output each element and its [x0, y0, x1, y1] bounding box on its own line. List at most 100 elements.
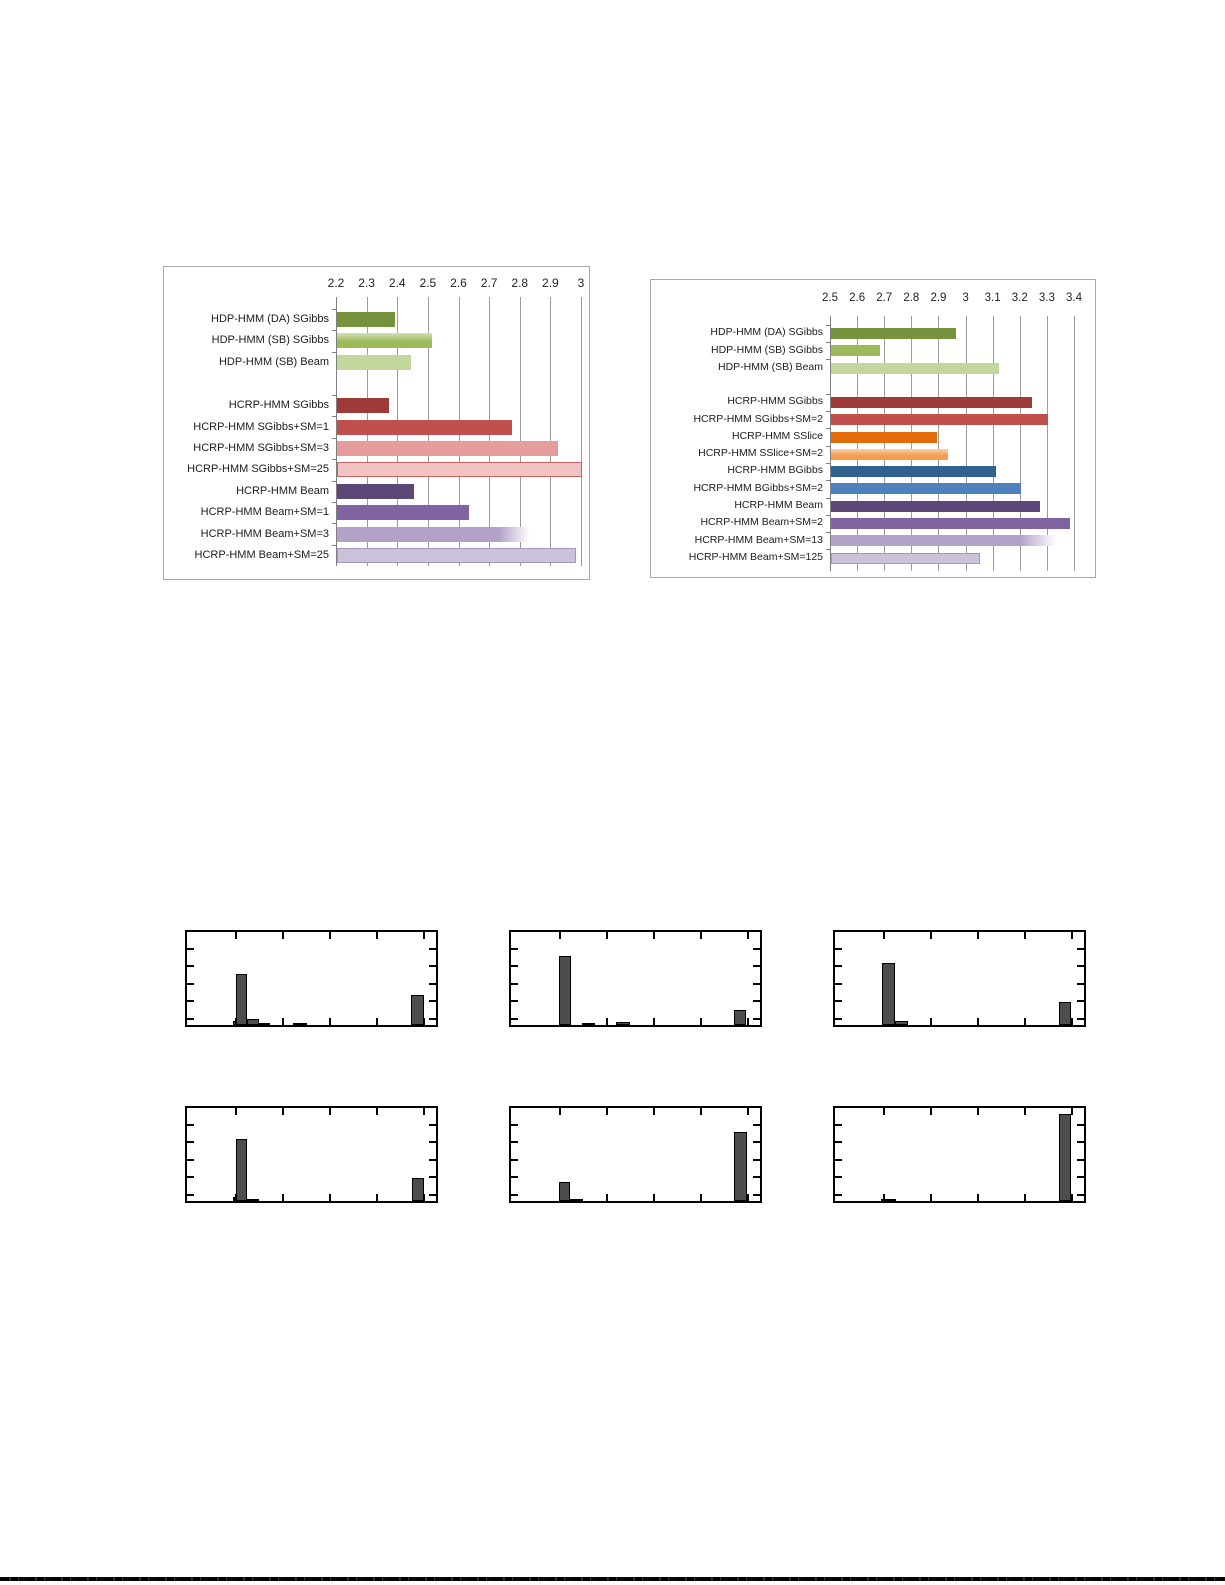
axis-tick-label: 2.7 — [876, 292, 893, 304]
x-axis-tick — [977, 1108, 980, 1115]
y-axis-row-tick — [332, 502, 336, 503]
y-axis-tick — [753, 948, 760, 951]
y-axis-tick — [1077, 982, 1084, 985]
histogram-bar — [293, 1023, 308, 1025]
y-axis-tick — [187, 948, 194, 951]
axis-tick-label: 3.4 — [1066, 292, 1082, 304]
gridline — [519, 297, 521, 566]
y-axis-row-tick — [332, 523, 336, 525]
category-label: HDP-HMM (SB) SGibbs — [710, 343, 823, 356]
perplexity-bar-chart-right: 2.5 2.6 2.7 2.8 2.9 3 3.1 3.2 3.3 3.4 HDP-HMM (DA)… — [650, 279, 1096, 578]
y-axis-tick — [429, 948, 436, 951]
y-axis-tick — [187, 1017, 194, 1020]
y-axis-tick — [835, 982, 842, 985]
category-label: HCRP-HMM BGibbs+SM=2 — [693, 481, 823, 494]
y-axis-row-tick — [826, 532, 830, 534]
axis-tick-label: 2.3 — [358, 276, 375, 290]
x-axis-tick — [700, 1018, 703, 1025]
x-axis-tick — [234, 1108, 237, 1115]
histogram-bar — [247, 1019, 259, 1025]
histogram-bar — [236, 974, 248, 1025]
histogram-bar — [233, 1197, 236, 1201]
y-axis-tick — [511, 1124, 518, 1127]
bar — [337, 548, 576, 563]
x-axis-tick — [1071, 932, 1074, 939]
y-axis-row-tick — [826, 480, 830, 482]
y-axis-tick — [753, 1000, 760, 1003]
gridline — [911, 316, 913, 571]
histogram-bar — [894, 1021, 908, 1025]
y-axis-tick — [429, 965, 436, 968]
y-axis-tick — [1077, 965, 1084, 968]
category-label: HCRP-HMM Beam — [734, 499, 823, 512]
y-axis-row-tick — [332, 437, 336, 439]
bar — [831, 535, 1057, 547]
histogram-bottom-middle — [509, 1106, 762, 1203]
y-axis-tick — [429, 1176, 436, 1179]
histogram-bar — [881, 962, 895, 1025]
x-axis-tick — [558, 1108, 561, 1115]
category-label: HDP-HMM (SB) SGibbs — [211, 334, 329, 347]
gridline — [1046, 316, 1048, 571]
y-axis-tick — [753, 982, 760, 985]
bar — [831, 362, 1000, 374]
category-label: HCRP-HMM Beam+SM=2 — [700, 516, 823, 529]
axis-tick-label: 2.2 — [327, 276, 345, 290]
category-label: HCRP-HMM Beam+SM=1 — [200, 506, 329, 519]
category-label: HCRP-HMM SSlice+SM=2 — [698, 447, 823, 460]
x-axis-tick — [281, 1108, 284, 1115]
page-bottom-rule — [0, 1577, 1225, 1581]
x-axis-tick — [423, 1108, 426, 1115]
y-axis-tick — [835, 948, 842, 951]
x-axis-tick — [1024, 1194, 1027, 1201]
x-axis-tick — [376, 1194, 379, 1201]
histogram-bar — [734, 1010, 747, 1025]
x-axis-tick — [281, 1194, 284, 1201]
y-axis-tick — [1077, 948, 1084, 951]
histogram-bar — [410, 995, 424, 1025]
bar — [831, 328, 956, 339]
axis-tick-label: 2.6 — [450, 276, 467, 290]
bar — [831, 431, 937, 443]
x-axis-tick — [1024, 932, 1027, 939]
x-axis-tick — [977, 1018, 980, 1025]
y-axis-tick — [429, 1124, 436, 1127]
y-axis-row-tick — [826, 445, 830, 447]
bar — [831, 518, 1070, 529]
y-axis-tick — [835, 1017, 842, 1020]
x-axis-tick — [1024, 1108, 1027, 1115]
axis-tick-label: 2.5 — [419, 276, 437, 290]
y-axis-tick — [1077, 1000, 1084, 1003]
y-axis-tick — [511, 982, 518, 985]
x-axis-tick — [653, 1018, 656, 1025]
y-axis-tick — [187, 1176, 194, 1179]
y-axis-tick — [753, 1017, 760, 1020]
y-axis-row-tick — [826, 359, 830, 361]
x-axis-tick — [700, 1108, 703, 1115]
bar — [831, 448, 948, 460]
axis-tick-label: 2.8 — [903, 292, 920, 304]
x-axis-tick — [929, 1108, 932, 1115]
y-axis-tick — [753, 1176, 760, 1179]
y-axis-tick — [511, 965, 518, 968]
x-axis-tick — [747, 1018, 750, 1025]
y-axis-row-tick — [826, 497, 830, 499]
x-axis-tick — [700, 1194, 703, 1201]
y-axis-row-tick — [826, 393, 830, 395]
bar — [337, 483, 414, 499]
histogram-bar — [616, 1021, 631, 1025]
histogram-bar — [1059, 1001, 1072, 1025]
histogram-bar — [233, 1020, 236, 1025]
category-label: HCRP-HMM SGibbs+SM=1 — [193, 420, 329, 433]
histogram-bar — [582, 1023, 595, 1025]
y-axis-tick — [1077, 1017, 1084, 1020]
y-axis-tick — [835, 1193, 842, 1196]
y-axis-tick — [1077, 1176, 1084, 1179]
y-axis-tick — [511, 1017, 518, 1020]
y-axis-tick — [511, 1141, 518, 1144]
gridline — [965, 316, 967, 571]
y-axis-row-tick — [826, 462, 830, 464]
gridline — [581, 297, 582, 566]
y-axis-tick — [187, 982, 194, 985]
